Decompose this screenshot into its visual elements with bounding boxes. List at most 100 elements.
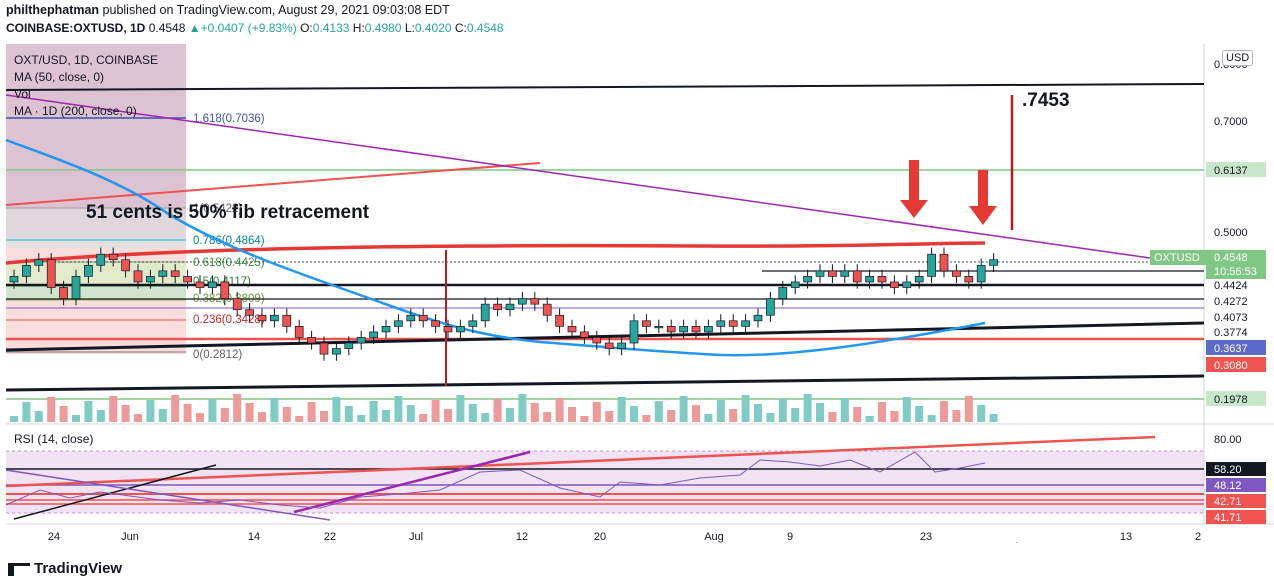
legend-ma200[interactable]: MA · 1D (200, close, 0): [14, 104, 137, 118]
volume-bar: [121, 405, 130, 422]
candle: [232, 298, 242, 311]
candle: [803, 276, 812, 283]
legend-ma50[interactable]: MA (50, close, 0): [14, 70, 105, 84]
fib-zone-green2: [6, 286, 186, 300]
candle: [890, 281, 899, 288]
candle: [59, 287, 68, 299]
up-arrow-icon: ▲: [188, 21, 201, 35]
candle: [778, 287, 788, 299]
current-price-tag: OXTUSD 0.4548 10:56:53: [1150, 250, 1266, 279]
last-price: 0.4548: [148, 21, 186, 35]
legend-pair: OXT/USD, 1D, COINBASE: [14, 53, 159, 67]
tradingview-logo[interactable]: TradingView: [8, 560, 122, 577]
price-label: 0.4272: [1214, 296, 1248, 308]
candle: [939, 253, 949, 272]
volume-bar: [828, 412, 837, 422]
author-name[interactable]: philthephatman: [6, 3, 100, 17]
price-axis-labels: 0.6137 0.4424 0.4272 0.4073 0.3774 0.3637 0.30…: [1206, 162, 1266, 406]
symbol-name: COINBASE:OXTUSD, 1D: [6, 21, 146, 35]
low-value: 0.4020: [414, 21, 452, 35]
price-label-box: [1206, 391, 1266, 406]
publish-info: philthephatman published on TradingView.…: [6, 3, 450, 17]
volume-bar: [915, 406, 924, 422]
candle: [195, 281, 205, 288]
candle: [84, 264, 93, 277]
candle: [170, 270, 180, 277]
time-tick: Jun: [121, 531, 139, 543]
volume-bar: [146, 400, 155, 422]
volume-bar: [134, 414, 142, 422]
volume-bar: [419, 414, 428, 422]
volume-bar: [878, 402, 886, 422]
open-value: 0.4133: [312, 21, 350, 35]
candle: [356, 337, 366, 344]
volume-bar: [369, 401, 378, 422]
volume-bars: [10, 394, 998, 422]
horizontal-levels: [6, 169, 1204, 400]
candle: [728, 320, 738, 327]
volume-bar: [282, 407, 291, 422]
volume-bar: [741, 395, 750, 422]
candle: [679, 326, 688, 333]
high-value: 0.4980: [364, 21, 402, 35]
candle: [394, 320, 403, 327]
volume-bar: [853, 407, 862, 422]
rsi-label: 42.71: [1214, 496, 1242, 508]
volume-bar: [952, 410, 961, 422]
candle: [480, 303, 490, 322]
fib-zone-grey: [6, 208, 186, 248]
trend-lines: [5, 83, 1205, 392]
time-tick: 23: [920, 531, 932, 543]
volume-bar: [568, 407, 576, 422]
volume-bar: [468, 404, 477, 422]
volume-bar: [320, 411, 328, 422]
candle: [592, 337, 602, 344]
candle: [443, 326, 453, 333]
price-label: 0.3637: [1214, 343, 1248, 355]
publish-text: published on TradingView.com, August 29,…: [102, 3, 450, 17]
volume-bar: [816, 403, 824, 422]
volume-bar: [791, 408, 800, 422]
volume-bar: [295, 416, 304, 422]
volume-bar: [307, 402, 316, 422]
candle: [158, 270, 168, 277]
volume-bar: [109, 396, 118, 422]
candle: [208, 281, 217, 288]
time-tick: 13: [1120, 531, 1132, 543]
volume-bar: [506, 408, 514, 422]
rsi-tick: 80.00: [1214, 434, 1242, 446]
candle: [617, 342, 626, 349]
close-value: 0.4548: [466, 21, 504, 35]
volume-bar: [208, 399, 217, 422]
rsi-label: 48.12: [1214, 480, 1242, 492]
candle: [716, 320, 726, 327]
volume-bar: [630, 406, 638, 422]
candle: [976, 264, 986, 283]
candle: [604, 342, 614, 349]
volume-bar: [580, 416, 589, 422]
candle: [108, 253, 118, 261]
candle: [989, 259, 998, 266]
candle: [146, 276, 155, 283]
candle: [307, 337, 316, 344]
fib-zone-red: [6, 44, 186, 354]
currency-label[interactable]: USD: [1222, 50, 1254, 66]
volume-bar: [704, 414, 713, 422]
volume-bar: [667, 410, 676, 422]
rsi-legend[interactable]: RSI (14, close): [14, 432, 94, 446]
volume-bar: [171, 395, 180, 422]
legend-vol[interactable]: Vol: [14, 87, 31, 101]
volume-bar: [406, 405, 415, 422]
volume-bar: [158, 409, 167, 422]
time-tick: Aug: [704, 531, 724, 543]
candle: [456, 326, 465, 333]
price-label-box: [1206, 340, 1266, 355]
candle: [964, 276, 974, 283]
time-tick: 22: [324, 531, 336, 543]
fib-annotation: 51 cents is 50% fib retracement: [86, 202, 370, 223]
fib-label: 0.236(0.3428): [193, 314, 265, 326]
candle: [666, 326, 676, 333]
volume-bar: [518, 394, 527, 422]
fib-label: 1.618(0.7036): [193, 113, 265, 125]
